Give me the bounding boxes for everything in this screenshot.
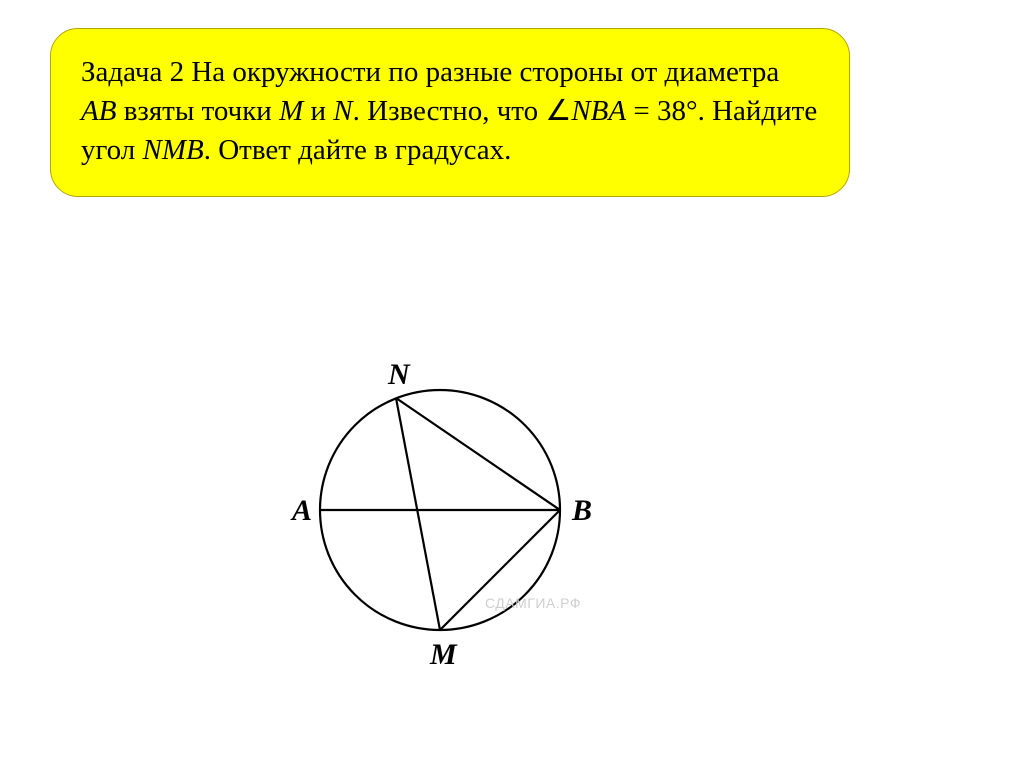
point-label-M: M [429, 638, 458, 671]
segment-NM [396, 398, 440, 630]
var-nmb: NMB [143, 134, 204, 166]
segment-NB [396, 398, 560, 510]
problem-text: Задача 2 На окружности по разные стороны… [81, 53, 819, 170]
point-label-A: A [290, 494, 312, 527]
watermark: СДАМГИА.РФ [485, 595, 581, 611]
t4: . Ответ дайте в градусах. [204, 134, 512, 166]
and: и [303, 95, 333, 127]
diagram-svg: A B N M СДАМГИА.РФ [260, 330, 620, 690]
point-label-N: N [387, 358, 411, 391]
segment-MB [440, 510, 560, 630]
var-m: M [279, 95, 303, 127]
t1: На окружности по разные стороны от диаме… [191, 56, 779, 88]
var-nba: NBA [571, 95, 626, 127]
var-ab: AB [81, 95, 116, 127]
title-prefix: Задача 2 [81, 56, 191, 88]
t2: взяты точки [116, 95, 279, 127]
t3: . Известно, что ∠ [353, 95, 572, 127]
point-label-B: B [571, 494, 592, 527]
geometry-diagram: A B N M СДАМГИА.РФ [260, 330, 620, 690]
problem-box: Задача 2 На окружности по разные стороны… [50, 28, 850, 197]
var-n: N [333, 95, 352, 127]
